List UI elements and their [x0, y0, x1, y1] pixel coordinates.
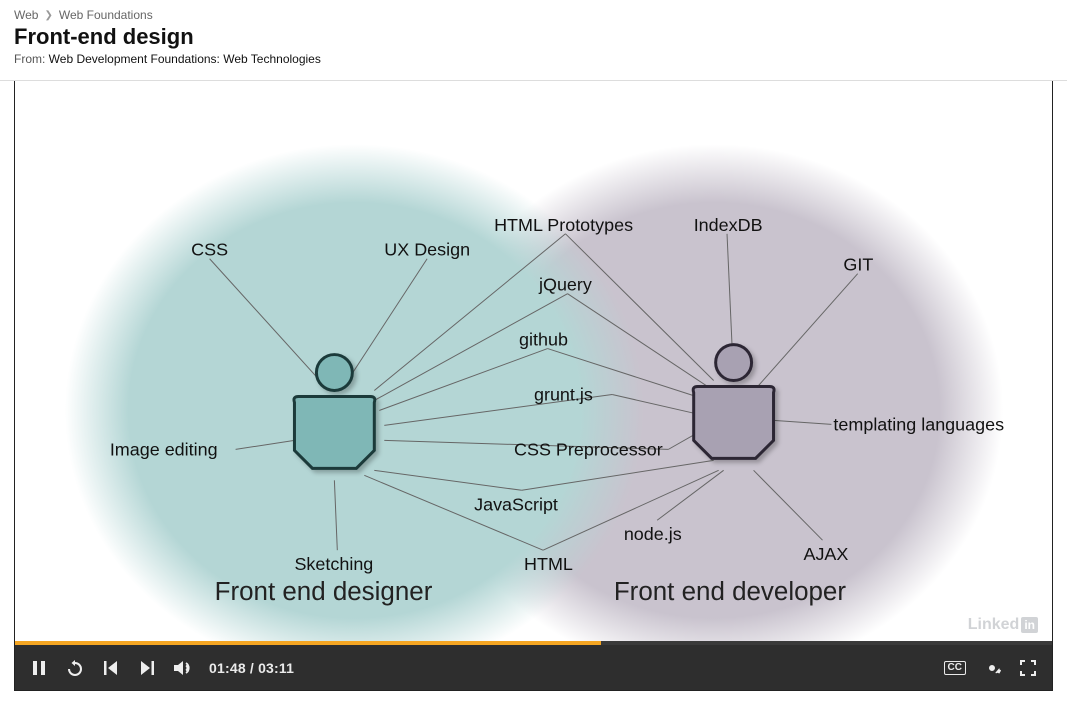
- skill-label: node.js: [624, 524, 682, 544]
- page-title: Front-end design: [14, 24, 1053, 50]
- page-header: Web ❯ Web Foundations Front-end design F…: [0, 0, 1067, 72]
- volume-button[interactable]: [173, 658, 193, 678]
- skill-label: IndexDB: [694, 215, 763, 235]
- role-label-right: Front end developer: [614, 578, 847, 606]
- replay-button[interactable]: [65, 658, 85, 678]
- settings-button[interactable]: [982, 658, 1002, 678]
- breadcrumb: Web ❯ Web Foundations: [14, 8, 1053, 22]
- skill-label: GIT: [843, 255, 873, 275]
- fullscreen-button[interactable]: [1018, 658, 1038, 678]
- watermark-suffix: in: [1021, 617, 1038, 633]
- previous-button[interactable]: [101, 658, 121, 678]
- chevron-right-icon: ❯: [44, 10, 52, 21]
- skill-label: Image editing: [110, 439, 218, 459]
- video-player: CSS UX Design Image editing Sketching HTML P…: [14, 81, 1053, 691]
- time-display: 01:48 / 03:11: [209, 660, 294, 676]
- linkedin-watermark: Linked in: [968, 616, 1038, 634]
- skill-label: JavaScript: [474, 494, 558, 514]
- player-controls: 01:48 / 03:11 CC: [15, 645, 1052, 690]
- page-source: From: Web Development Foundations: Web T…: [14, 52, 1053, 66]
- video-slide: CSS UX Design Image editing Sketching HTML P…: [15, 81, 1052, 690]
- skill-label: HTML: [524, 554, 573, 574]
- breadcrumb-level-1[interactable]: Web: [14, 8, 38, 22]
- skill-label: HTML Prototypes: [494, 215, 633, 235]
- course-link[interactable]: Web Development Foundations: Web Technol…: [49, 52, 321, 66]
- next-button[interactable]: [137, 658, 157, 678]
- skill-label: grunt.js: [534, 384, 593, 404]
- role-label-left: Front end designer: [215, 578, 433, 606]
- diagram-svg: CSS UX Design Image editing Sketching HTML P…: [15, 81, 1052, 690]
- watermark-brand: Linked: [968, 616, 1020, 634]
- skill-label: Sketching: [294, 554, 373, 574]
- breadcrumb-level-2[interactable]: Web Foundations: [59, 8, 153, 22]
- from-label: From:: [14, 52, 49, 66]
- skill-label: CSS: [191, 240, 228, 260]
- skill-label: jQuery: [538, 275, 592, 295]
- skill-label: CSS Preprocessor: [514, 439, 663, 459]
- skill-label: templating languages: [833, 414, 1004, 434]
- captions-button[interactable]: CC: [944, 661, 966, 675]
- pause-button[interactable]: [29, 658, 49, 678]
- skill-label: github: [519, 330, 568, 350]
- skill-label: AJAX: [803, 544, 848, 564]
- skill-label: UX Design: [384, 240, 470, 260]
